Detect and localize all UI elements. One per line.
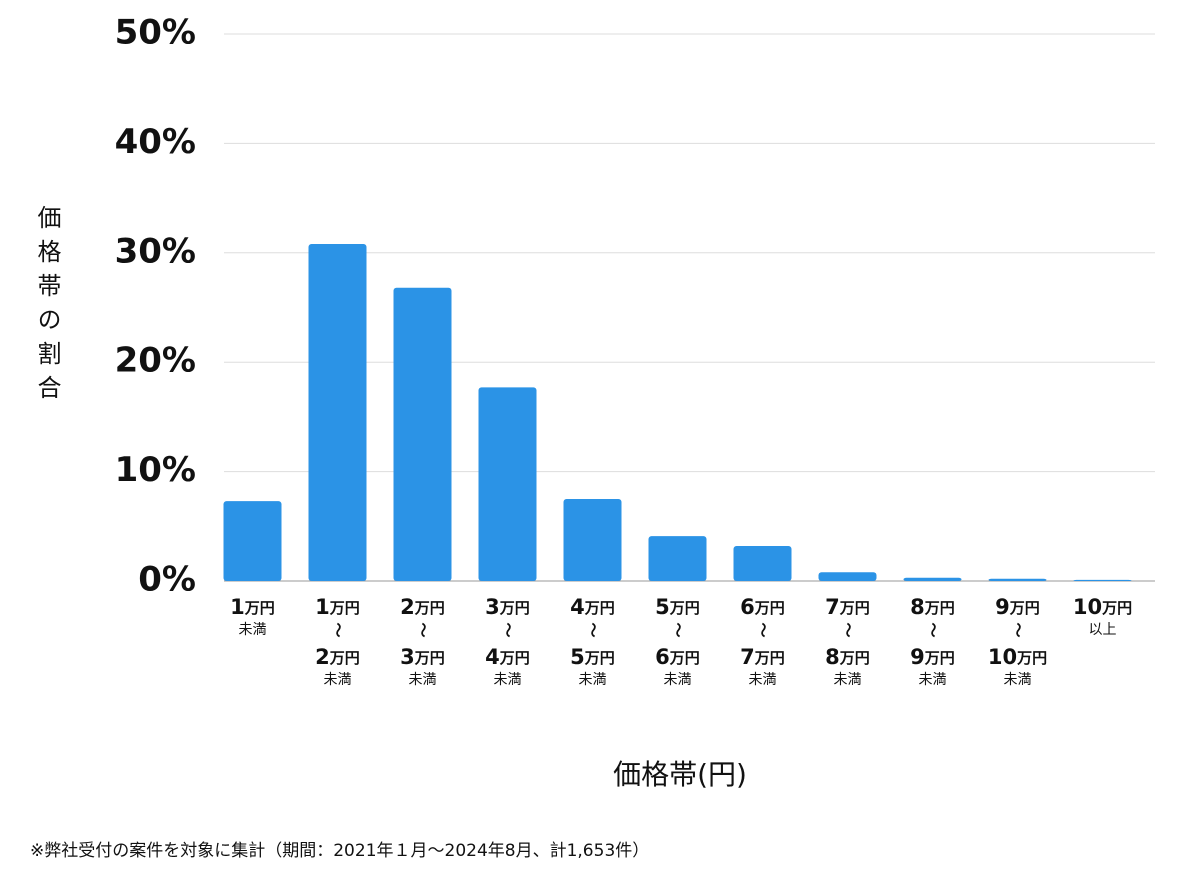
x-tick-label: 未満	[579, 672, 607, 688]
x-tick-label: 以上	[1089, 622, 1117, 638]
x-tick-label: 10万円	[1073, 595, 1132, 619]
x-tick-label: 未満	[749, 672, 777, 688]
x-tick-label: 〜	[499, 622, 517, 637]
y-tick-label: 20%	[115, 341, 196, 381]
bar	[308, 244, 367, 581]
x-tick-label: 9万円	[995, 595, 1040, 619]
x-tick-label: 〜	[669, 622, 687, 637]
bar	[818, 572, 877, 581]
bar	[563, 498, 622, 581]
x-tick-label: 〜	[414, 622, 432, 637]
y-tick-label: 40%	[115, 122, 196, 162]
x-tick-label: 未満	[919, 672, 947, 688]
x-tick-label: 〜	[754, 622, 772, 637]
x-tick-label: 未満	[664, 672, 692, 688]
x-tick-label: 9万円	[910, 645, 955, 669]
x-tick-label: 4万円	[570, 595, 615, 619]
x-tick-label: 2万円	[400, 595, 445, 619]
x-tick-label: 8万円	[910, 595, 955, 619]
bar	[648, 536, 707, 581]
x-tick-label: 〜	[1009, 622, 1027, 637]
x-tick-label: 3万円	[485, 595, 530, 619]
bar	[478, 387, 537, 581]
x-tick-label: 〜	[329, 622, 347, 637]
x-tick-label: 1万円	[315, 595, 360, 619]
y-tick-label: 30%	[115, 231, 196, 271]
bar	[903, 577, 962, 581]
bar	[393, 287, 452, 581]
bar	[733, 545, 792, 581]
bar	[223, 501, 282, 581]
x-tick-label: 未満	[494, 672, 522, 688]
x-tick-label: 7万円	[825, 595, 870, 619]
footnote: ※弊社受付の案件を対象に集計（期間：2021年１月～2024年8月、計1,653…	[30, 841, 649, 861]
x-tick-label: 〜	[584, 622, 602, 637]
bar	[988, 578, 1047, 581]
x-tick-label: 7万円	[740, 645, 785, 669]
x-tick-label: 未満	[1004, 672, 1032, 688]
x-tick-label: 3万円	[400, 645, 445, 669]
x-tick-label: 2万円	[315, 645, 360, 669]
x-tick-label: 6万円	[740, 595, 785, 619]
x-axis-label: 価格帯(円)	[613, 758, 747, 791]
x-tick-label: 5万円	[570, 645, 615, 669]
x-tick-label: 1万円	[230, 595, 275, 619]
y-tick-label: 50%	[115, 13, 196, 53]
x-tick-label: 未満	[409, 672, 437, 688]
x-tick-label: 10万円	[988, 645, 1047, 669]
y-tick-label: 10%	[115, 450, 196, 490]
x-tick-label: 未満	[834, 672, 862, 688]
x-tick-label: 8万円	[825, 645, 870, 669]
x-tick-label: 未満	[324, 672, 352, 688]
x-tick-label: 〜	[924, 622, 942, 637]
x-tick-label: 6万円	[655, 645, 700, 669]
x-tick-label: 〜	[839, 622, 857, 637]
y-tick-label: 0%	[138, 560, 196, 600]
bar	[1073, 579, 1132, 581]
y-axis-label: 価格帯の割合	[33, 205, 61, 409]
x-tick-label: 5万円	[655, 595, 700, 619]
x-tick-label: 4万円	[485, 645, 530, 669]
x-tick-label: 未満	[239, 622, 267, 638]
